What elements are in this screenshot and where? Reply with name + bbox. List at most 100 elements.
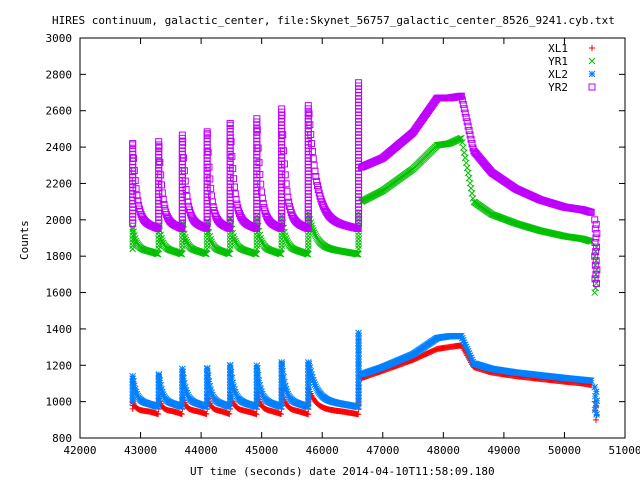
data-point [183,389,191,397]
data-point [226,235,234,243]
data-point [313,182,321,190]
data-point [312,172,320,180]
data-point [226,245,234,253]
data-point [282,385,290,393]
data-point [203,232,211,240]
data-point [593,397,601,405]
data-point [181,383,189,391]
data-point [281,382,289,390]
data-point [593,411,600,418]
legend-marker [588,57,596,65]
data-point [209,391,216,399]
data-point [184,198,192,206]
data-point [278,365,286,373]
data-point [178,365,186,373]
data-point [203,378,211,386]
data-point [178,385,186,392]
data-point [208,198,216,206]
data-point [178,235,186,243]
data-point [310,229,318,236]
data-point [226,232,234,240]
series-xl1 [129,342,600,423]
data-point [459,100,467,108]
data-point [355,398,362,405]
data-point [257,385,265,393]
data-point [226,239,234,246]
data-point [278,362,286,369]
data-point [253,239,261,246]
data-point [203,128,211,136]
data-point [593,229,601,237]
data-point [355,352,362,360]
data-point [593,280,600,287]
data-point [225,224,233,232]
data-point [253,391,261,399]
data-point [253,381,261,389]
data-point [129,398,137,405]
data-point [593,266,601,274]
data-point [203,365,211,373]
data-point [155,398,163,405]
data-point [203,388,211,396]
data-point [283,237,291,245]
data-point [309,376,317,384]
data-point [129,225,137,233]
y-axis-label: Counts [18,220,31,260]
data-point [355,355,362,363]
data-point [133,191,141,199]
data-point [253,375,261,383]
data-point [458,139,466,146]
data-point [592,257,600,265]
data-point [464,347,472,355]
x-axis-label: UT time (seconds) date 2014-04-10T11:58:… [190,465,495,478]
data-point [178,411,185,418]
data-point [278,391,286,399]
data-point [464,169,472,177]
data-point [460,339,468,346]
data-point [591,261,599,269]
data-point [155,391,163,399]
data-point [591,383,599,391]
data-point [253,245,261,253]
data-point [231,237,239,245]
data-point [155,375,163,383]
data-point [182,387,190,394]
data-point [591,216,599,224]
data-point [226,372,234,379]
data-point [129,235,137,243]
data-point [203,368,211,376]
data-point [159,391,167,398]
legend-marker [588,83,596,91]
data-point [465,174,473,182]
data-point [355,395,362,402]
data-point [253,235,261,243]
data-point [203,381,211,389]
data-point [129,239,137,246]
y-tick-label: 2200 [46,177,73,190]
y-tick-label: 2400 [46,141,73,154]
data-point [462,113,470,121]
x-tick-label: 51000 [608,444,640,457]
data-point [278,378,286,386]
data-point [304,250,312,258]
data-point [208,389,215,397]
data-point [253,250,260,258]
data-point [155,239,163,246]
data-point [278,411,285,418]
data-point [285,198,293,206]
data-point [178,381,186,389]
data-point [129,141,137,149]
x-tick-label: 48000 [427,444,460,457]
data-point [305,110,313,118]
data-point [178,368,186,376]
data-point [253,362,261,369]
data-point [304,381,312,389]
data-point [467,184,475,192]
data-point [278,239,286,246]
data-point [463,345,471,353]
data-point [278,388,286,396]
data-point [129,388,137,396]
data-point [203,235,211,243]
data-point [458,332,465,340]
